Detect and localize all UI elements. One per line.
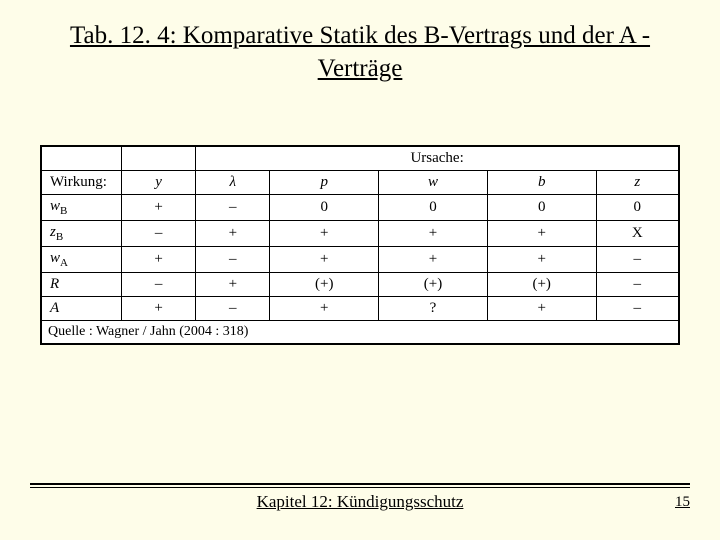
table-row: wA + – + + + – [42, 247, 679, 273]
cell: – [196, 247, 270, 273]
slide-footer: Kapitel 12: Kündigungsschutz 15 [30, 483, 690, 512]
table-row: R – + (+) (+) (+) – [42, 273, 679, 297]
col-p: p [270, 171, 379, 195]
page-number: 15 [650, 494, 690, 511]
row-label-var: A [50, 300, 59, 316]
col-y: y [122, 171, 196, 195]
cell: – [596, 297, 678, 321]
cell: + [487, 221, 596, 247]
row-label-sub: B [56, 231, 63, 243]
cell: (+) [379, 273, 488, 297]
cell: ? [379, 297, 488, 321]
cell: 0 [596, 195, 678, 221]
cell: – [196, 195, 270, 221]
cell: + [487, 297, 596, 321]
row-label-var: R [50, 276, 59, 292]
cell: (+) [487, 273, 596, 297]
cell: – [196, 297, 270, 321]
cell: + [270, 247, 379, 273]
col-z: z [596, 171, 678, 195]
cell: (+) [270, 273, 379, 297]
chapter-label: Kapitel 12: Kündigungsschutz [70, 492, 650, 512]
cell: 0 [487, 195, 596, 221]
cell: + [122, 195, 196, 221]
cell: X [596, 221, 678, 247]
cell: + [379, 247, 488, 273]
cell: + [196, 221, 270, 247]
table-row: zB – + + + + X [42, 221, 679, 247]
row-label-sub: B [60, 205, 67, 217]
wirkung-header: Wirkung: [42, 171, 122, 195]
cell: 0 [270, 195, 379, 221]
cell: 0 [379, 195, 488, 221]
cell: + [196, 273, 270, 297]
row-label-var: w [50, 198, 60, 214]
cell: – [122, 221, 196, 247]
row-label-var: w [50, 250, 60, 266]
cell: + [122, 247, 196, 273]
slide-title: Tab. 12. 4: Komparative Statik des B-Ver… [30, 20, 690, 85]
cell: + [379, 221, 488, 247]
col-lambda: λ [196, 171, 270, 195]
col-w: w [379, 171, 488, 195]
cell: + [270, 221, 379, 247]
table-source: Quelle : Wagner / Jahn (2004 : 318) [42, 321, 679, 344]
cell: + [270, 297, 379, 321]
cell: – [596, 273, 678, 297]
comparative-statics-table: Ursache: Wirkung: y λ p w b z wB + – 0 0… [40, 145, 680, 345]
cell: – [596, 247, 678, 273]
cell: + [122, 297, 196, 321]
col-b: b [487, 171, 596, 195]
ursache-header: Ursache: [196, 147, 679, 171]
table-row: wB + – 0 0 0 0 [42, 195, 679, 221]
table-row: A + – + ? + – [42, 297, 679, 321]
cell: + [487, 247, 596, 273]
row-label-sub: A [60, 257, 68, 269]
cell: – [122, 273, 196, 297]
